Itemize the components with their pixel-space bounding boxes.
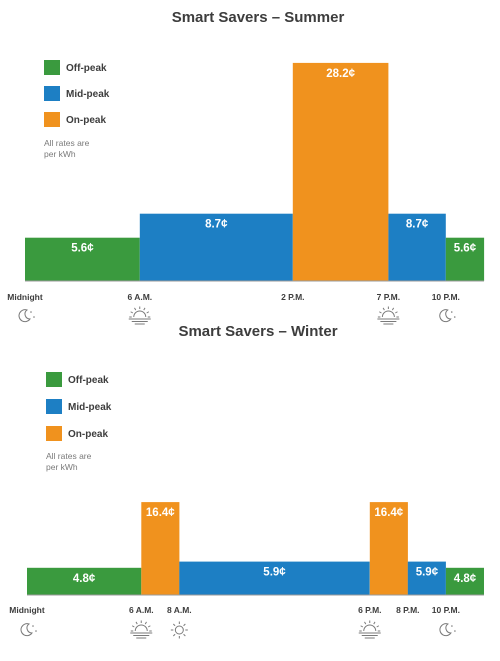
x-axis-ticks: Midnight 6 A.M. 8 A.M. 6 P.M. 8 P.M. 10 P.M. <box>9 605 460 639</box>
bar-on-peak <box>292 62 389 282</box>
legend-label-on-peak: On-peak <box>66 115 106 126</box>
bar-value-label: 16.4¢ <box>146 507 175 519</box>
rate-note-line-2: per kWh <box>46 462 78 472</box>
bar-value-label: 16.4¢ <box>374 507 403 519</box>
bar-value-label: 5.6¢ <box>454 243 477 255</box>
tick-label: 8 A.M. <box>167 605 192 615</box>
sunset-icon <box>377 306 400 325</box>
tick-label: 6 A.M. <box>127 292 152 302</box>
bar-off-peak <box>445 567 484 595</box>
legend-swatch-mid-peak <box>44 86 60 101</box>
tick-label: 2 P.M. <box>281 292 304 302</box>
chart-title: Smart Savers – Winter <box>178 323 337 340</box>
bar-on-peak <box>369 502 408 595</box>
tick-label: 8 P.M. <box>396 605 419 615</box>
bar-value-label: 8.7¢ <box>406 219 429 231</box>
bar-mid-peak <box>179 561 370 595</box>
moon-icon <box>439 623 456 637</box>
tick-label: 7 P.M. <box>377 292 400 302</box>
legend-swatch-off-peak <box>46 372 62 387</box>
tick-label: 6 P.M. <box>358 605 381 615</box>
chart-title: Smart Savers – Summer <box>172 9 345 26</box>
bar-value-label: 8.7¢ <box>205 219 228 231</box>
rate-note-line-1: All rates are <box>44 138 90 148</box>
x-axis-ticks: Midnight 6 A.M. 2 P.M. 7 P.M. 10 P.M. <box>7 292 460 325</box>
summer-chart: Smart Savers – Summer Off-peak Mid-peak … <box>7 9 485 325</box>
moon-icon <box>18 309 35 323</box>
legend-swatch-on-peak <box>46 426 62 441</box>
legend-label-off-peak: Off-peak <box>66 63 107 74</box>
bar-value-label: 28.2¢ <box>326 68 355 80</box>
winter-chart: Smart Savers – Winter Off-peak Mid-peak … <box>9 323 484 639</box>
bar-on-peak <box>141 502 180 595</box>
bar-value-label: 5.6¢ <box>71 243 94 255</box>
sunrise-icon <box>128 306 151 325</box>
legend-label-on-peak: On-peak <box>68 429 108 440</box>
tick-label: Midnight <box>9 605 45 615</box>
legend-swatch-off-peak <box>44 60 60 75</box>
sunrise-icon <box>130 620 153 639</box>
tick-label: 10 P.M. <box>432 292 460 302</box>
legend-swatch-on-peak <box>44 112 60 127</box>
legend-label-mid-peak: Mid-peak <box>66 89 110 100</box>
bar-off-peak <box>25 237 140 281</box>
tick-label: Midnight <box>7 292 43 302</box>
bar-mid-peak <box>407 561 446 595</box>
legend-label-off-peak: Off-peak <box>68 375 109 386</box>
bar-mid-peak <box>388 213 446 281</box>
bar-value-label: 5.9¢ <box>263 567 286 579</box>
bar-off-peak <box>27 567 142 595</box>
tick-label: 10 P.M. <box>432 605 460 615</box>
legend: Off-peak Mid-peak On-peak All rates are … <box>44 60 110 159</box>
bar-off-peak <box>445 237 485 281</box>
legend-label-mid-peak: Mid-peak <box>68 402 112 413</box>
rate-note-line-2: per kWh <box>44 149 76 159</box>
legend: Off-peak Mid-peak On-peak All rates are … <box>46 372 112 472</box>
moon-icon <box>20 623 37 637</box>
bar-value-label: 4.8¢ <box>73 573 96 585</box>
sunset-icon <box>358 620 381 639</box>
bar-value-label: 5.9¢ <box>416 567 439 579</box>
bar-mid-peak <box>139 213 293 281</box>
rate-note-line-1: All rates are <box>46 451 92 461</box>
moon-icon <box>439 309 456 323</box>
legend-swatch-mid-peak <box>46 399 62 414</box>
bars: 4.8¢ 16.4¢ 5.9¢ 16.4¢ 5.9¢ 4.8¢ <box>27 502 484 595</box>
sun-icon <box>170 621 188 639</box>
bar-value-label: 4.8¢ <box>454 573 477 585</box>
tick-label: 6 A.M. <box>129 605 154 615</box>
bars: 5.6¢ 8.7¢ 28.2¢ 8.7¢ 5.6¢ <box>25 62 485 282</box>
